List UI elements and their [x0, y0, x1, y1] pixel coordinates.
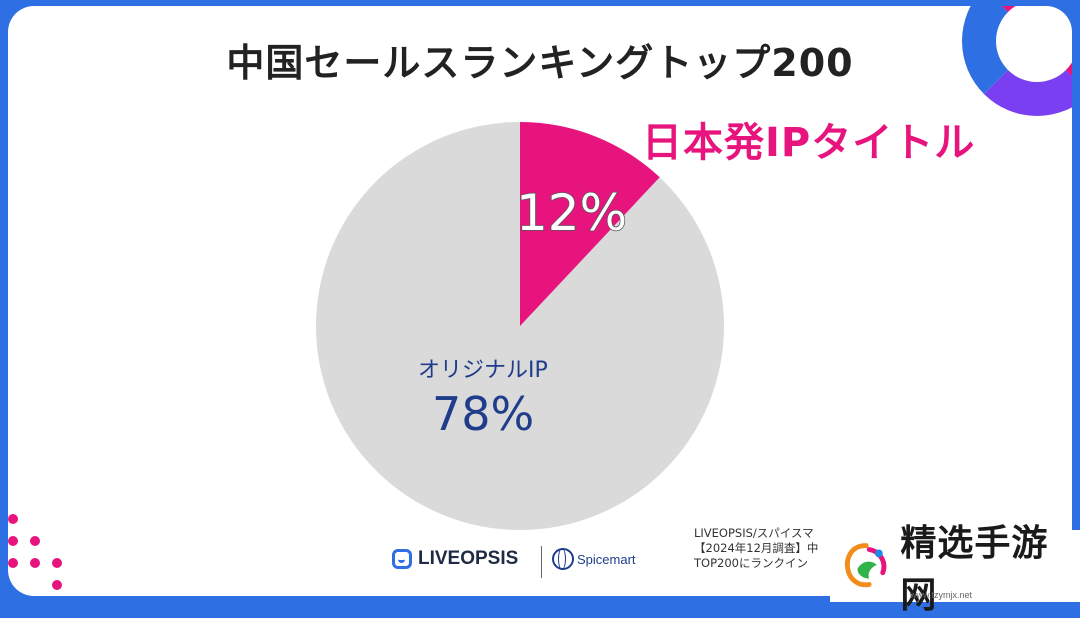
data-label-original-ip: 78% [432, 387, 534, 441]
spicemart-logo: Spicemart [552, 548, 636, 570]
watermark-logo-icon [844, 543, 887, 588]
dot [30, 558, 40, 568]
globe-icon [552, 548, 574, 570]
source-note-line-1: LIVEOPSIS/スパイスマ [694, 526, 814, 540]
highlight-label: 日本発IPタイトル [642, 120, 976, 166]
dot [8, 514, 18, 524]
dot [52, 558, 62, 568]
liveopsis-logo-text: LIVEOPSIS [418, 548, 519, 569]
spicemart-logo-text: Spicemart [577, 551, 636, 567]
watermark-text: 精选手游网 [900, 523, 1049, 616]
logo-divider [541, 546, 542, 578]
pie-slice-japan-ip [520, 122, 660, 326]
dot [30, 536, 40, 546]
dot [8, 536, 18, 546]
liveopsis-icon [392, 549, 412, 569]
dot [52, 580, 62, 590]
chart-title: 中国セールスランキングトップ200 [226, 41, 854, 85]
source-note: LIVEOPSIS/スパイスマ 【2024年12月調査】中 TOP200にランク… [694, 526, 834, 571]
slice-label-original-ip: オリジナルIP [418, 358, 548, 383]
watermark: 精选手游网 [830, 523, 1080, 616]
data-label-japan-ip: 12% [516, 184, 627, 242]
pie-chart: 12% オリジナルIP 78% [316, 122, 724, 530]
source-note-line-2: 【2024年12月調査】中 [694, 541, 819, 555]
corner-decoration [962, 6, 1072, 116]
liveopsis-logo: LIVEOPSIS [392, 548, 518, 570]
source-note-line-3: TOP200にランクイン [694, 556, 808, 570]
watermark-url: www.tzymjx.net [910, 590, 973, 600]
dot [8, 558, 18, 568]
